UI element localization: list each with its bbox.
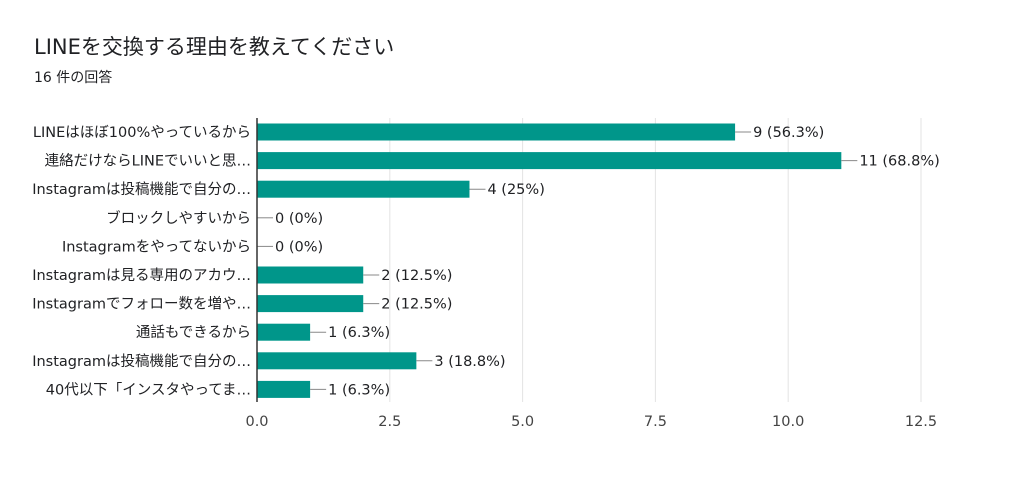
category-label: Instagramは投稿機能で自分の… bbox=[32, 181, 251, 198]
data-label: 2 (12.5%) bbox=[381, 297, 452, 313]
data-label: 1 (6.3%) bbox=[328, 382, 390, 398]
data-label: 3 (18.8%) bbox=[434, 354, 505, 370]
data-label: 0 (0%) bbox=[275, 239, 323, 255]
x-tick-label: 7.5 bbox=[644, 414, 667, 430]
x-tick-label: 12.5 bbox=[905, 414, 937, 430]
bar bbox=[257, 352, 417, 370]
x-tick-label: 2.5 bbox=[378, 414, 401, 430]
data-label: 9 (56.3%) bbox=[753, 125, 824, 141]
data-label: 11 (68.8%) bbox=[859, 154, 939, 170]
x-tick-label: 0.0 bbox=[245, 414, 268, 430]
category-label: 通話もできるから bbox=[136, 324, 251, 341]
response-count: 16 件の回答 bbox=[34, 70, 113, 86]
data-label: 1 (6.3%) bbox=[328, 325, 390, 341]
data-label: 2 (12.5%) bbox=[381, 268, 452, 284]
data-label: 0 (0%) bbox=[275, 211, 323, 227]
bar bbox=[257, 295, 364, 313]
category-label: Instagramは見る専用のアカウ… bbox=[32, 267, 251, 284]
bar bbox=[257, 266, 364, 284]
bar bbox=[257, 380, 311, 398]
category-label: 40代以下「インスタやってま… bbox=[46, 381, 251, 398]
category-label: ブロックしやすいから bbox=[106, 209, 251, 227]
category-label: LINEはほぼ100%やっているから bbox=[33, 124, 251, 141]
bar bbox=[257, 152, 842, 170]
category-label: Instagramをやってないから bbox=[62, 238, 251, 255]
bar bbox=[257, 323, 311, 341]
chart-title: LINEを交換する理由を教えてください bbox=[34, 35, 395, 59]
data-label: 4 (25%) bbox=[487, 182, 544, 198]
category-label: Instagramは投稿機能で自分の… bbox=[32, 353, 251, 370]
category-label: Instagramでフォロー数を増や… bbox=[32, 296, 251, 313]
bar bbox=[257, 180, 470, 198]
category-label: 連絡だけならLINEでいいと思… bbox=[45, 153, 251, 170]
x-tick-label: 10.0 bbox=[772, 414, 804, 430]
x-tick-label: 5.0 bbox=[511, 414, 534, 430]
bar bbox=[257, 123, 736, 141]
